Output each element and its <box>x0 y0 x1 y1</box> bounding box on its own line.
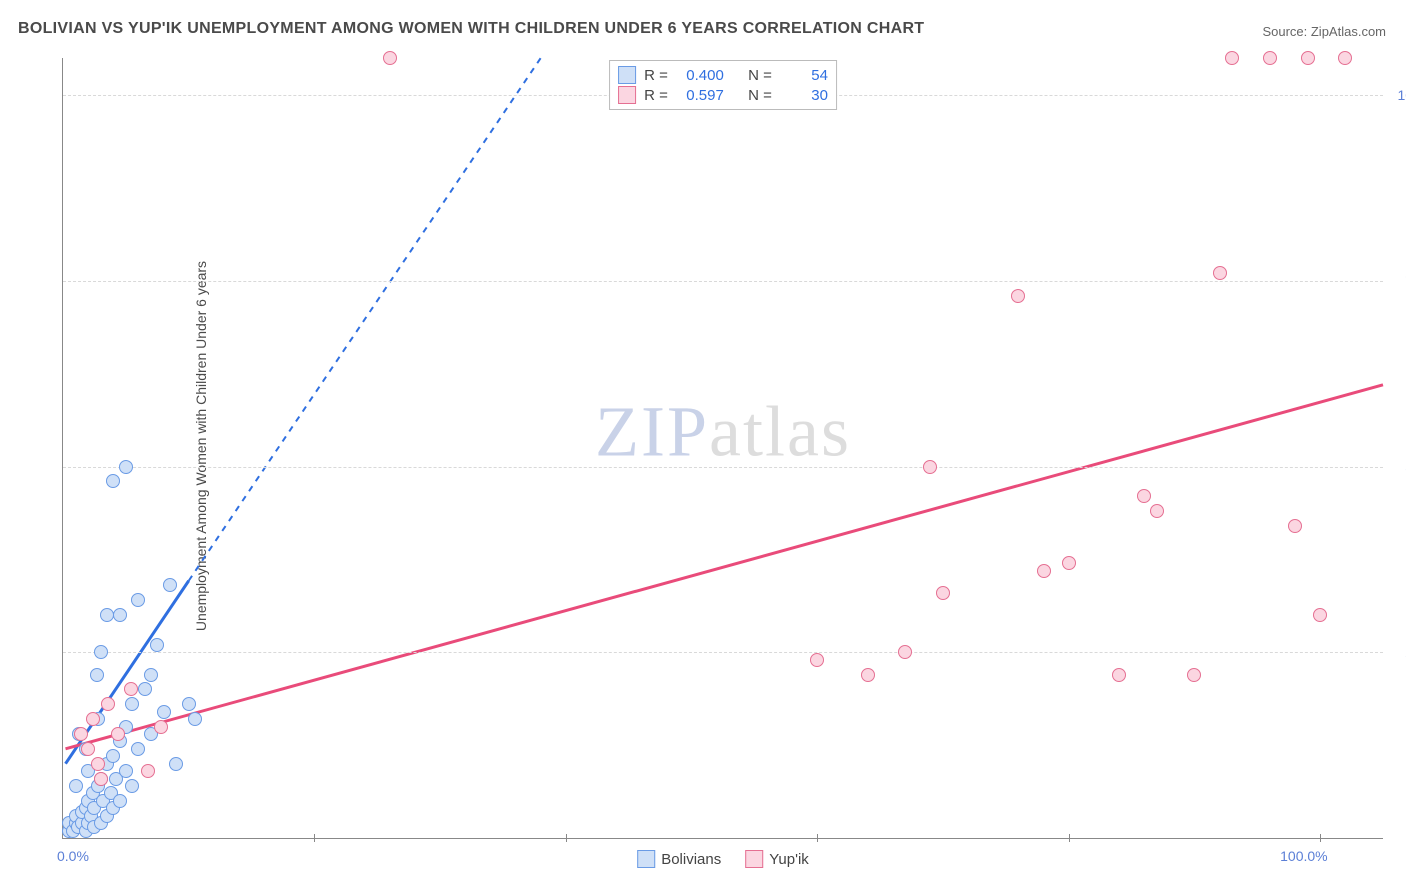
swatch-yupik <box>745 850 763 868</box>
point-yupik <box>91 757 105 771</box>
point-yupik <box>1112 668 1126 682</box>
x-tick <box>1320 834 1321 842</box>
y-tick-label: 100.0% <box>1393 87 1406 103</box>
watermark: ZIPatlas <box>595 391 851 474</box>
point-yupik <box>94 772 108 786</box>
point-bolivians <box>157 705 171 719</box>
point-yupik <box>1288 519 1302 533</box>
swatch-bolivians <box>618 66 636 84</box>
watermark-part2: atlas <box>709 392 851 472</box>
regression-lines <box>63 58 1383 838</box>
point-bolivians <box>182 697 196 711</box>
point-bolivians <box>144 668 158 682</box>
point-yupik <box>1225 51 1239 65</box>
y-tick-label: 75.0% <box>1393 273 1406 289</box>
point-bolivians <box>119 460 133 474</box>
point-yupik <box>1011 289 1025 303</box>
point-bolivians <box>113 608 127 622</box>
watermark-part1: ZIP <box>595 392 709 472</box>
point-bolivians <box>113 794 127 808</box>
point-bolivians <box>125 697 139 711</box>
x-tick <box>817 834 818 842</box>
point-bolivians <box>125 779 139 793</box>
y-tick-label: 50.0% <box>1393 459 1406 475</box>
point-yupik <box>1301 51 1315 65</box>
y-tick-label: 25.0% <box>1393 644 1406 660</box>
legend-R-label: R = <box>644 67 668 84</box>
correlation-legend: R = 0.400 N = 54 R = 0.597 N = 30 <box>609 60 837 110</box>
point-yupik <box>923 460 937 474</box>
legend-row-yupik: R = 0.597 N = 30 <box>618 85 828 105</box>
point-bolivians <box>150 638 164 652</box>
point-bolivians <box>106 474 120 488</box>
point-yupik <box>810 653 824 667</box>
chart-title: BOLIVIAN VS YUP'IK UNEMPLOYMENT AMONG WO… <box>18 20 924 38</box>
point-yupik <box>1037 564 1051 578</box>
point-yupik <box>898 645 912 659</box>
x-tick <box>566 834 567 842</box>
point-yupik <box>74 727 88 741</box>
point-bolivians <box>131 593 145 607</box>
point-yupik <box>154 720 168 734</box>
point-yupik <box>111 727 125 741</box>
point-yupik <box>81 742 95 756</box>
point-bolivians <box>119 764 133 778</box>
legend-N-value-yupik: 30 <box>780 87 828 104</box>
gridline-horizontal <box>63 467 1383 468</box>
point-yupik <box>101 697 115 711</box>
legend-R-label: R = <box>644 87 668 104</box>
point-bolivians <box>90 668 104 682</box>
point-yupik <box>1187 668 1201 682</box>
point-yupik <box>1137 489 1151 503</box>
series-legend: Bolivians Yup'ik <box>637 850 809 868</box>
legend-N-label: N = <box>748 87 772 104</box>
point-bolivians <box>169 757 183 771</box>
legend-R-value-bolivians: 0.400 <box>676 67 724 84</box>
point-yupik <box>1313 608 1327 622</box>
point-yupik <box>124 682 138 696</box>
point-yupik <box>1062 556 1076 570</box>
point-yupik <box>141 764 155 778</box>
legend-N-label: N = <box>748 67 772 84</box>
point-bolivians <box>138 682 152 696</box>
point-yupik <box>861 668 875 682</box>
point-yupik <box>936 586 950 600</box>
point-bolivians <box>163 578 177 592</box>
point-yupik <box>1150 504 1164 518</box>
point-bolivians <box>131 742 145 756</box>
swatch-bolivians <box>637 850 655 868</box>
legend-label-yupik: Yup'ik <box>769 851 809 868</box>
legend-N-value-bolivians: 54 <box>780 67 828 84</box>
legend-label-bolivians: Bolivians <box>661 851 721 868</box>
gridline-horizontal <box>63 652 1383 653</box>
legend-item-bolivians: Bolivians <box>637 850 721 868</box>
source-attribution: Source: ZipAtlas.com <box>1262 24 1386 39</box>
point-bolivians <box>188 712 202 726</box>
x-tick <box>314 834 315 842</box>
x-tick-label: 100.0% <box>1280 848 1327 864</box>
point-bolivians <box>69 779 83 793</box>
point-bolivians <box>106 749 120 763</box>
legend-row-bolivians: R = 0.400 N = 54 <box>618 65 828 85</box>
gridline-horizontal <box>63 281 1383 282</box>
point-yupik <box>383 51 397 65</box>
point-yupik <box>1263 51 1277 65</box>
legend-item-yupik: Yup'ik <box>745 850 809 868</box>
point-yupik <box>1213 266 1227 280</box>
scatter-plot-area: ZIPatlas R = 0.400 N = 54 R = 0.597 N = … <box>62 58 1383 839</box>
point-yupik <box>1338 51 1352 65</box>
point-bolivians <box>94 645 108 659</box>
legend-R-value-yupik: 0.597 <box>676 87 724 104</box>
x-tick-label: 0.0% <box>57 848 89 864</box>
x-tick <box>1069 834 1070 842</box>
point-yupik <box>86 712 100 726</box>
swatch-yupik <box>618 86 636 104</box>
